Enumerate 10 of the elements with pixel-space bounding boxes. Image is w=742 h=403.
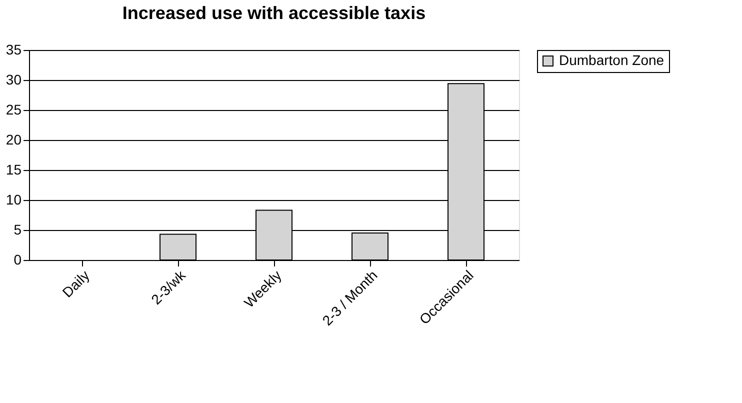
y-tick-label: 0 bbox=[14, 252, 22, 268]
y-tick-label: 30 bbox=[6, 72, 22, 88]
y-tick-label: 20 bbox=[6, 132, 22, 148]
y-tick-label: 35 bbox=[6, 42, 22, 58]
chart-title: Increased use with accessible taxis bbox=[122, 3, 426, 23]
y-tick-label: 10 bbox=[6, 192, 22, 208]
y-tick-label: 5 bbox=[14, 222, 22, 238]
y-tick-label: 15 bbox=[6, 162, 22, 178]
y-tick-label: 25 bbox=[6, 102, 22, 118]
legend-label: Dumbarton Zone bbox=[559, 52, 664, 68]
